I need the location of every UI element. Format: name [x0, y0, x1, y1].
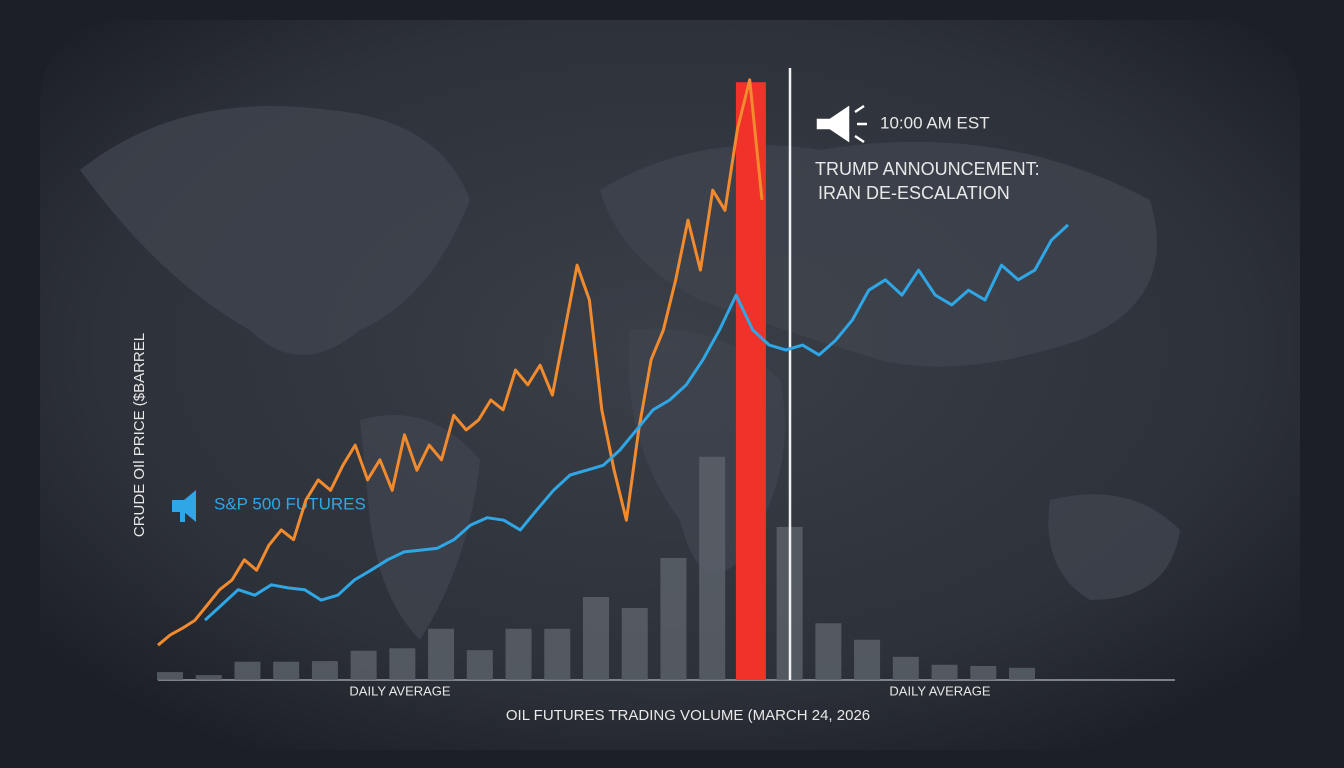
- bar: [505, 628, 532, 680]
- bar: [621, 608, 648, 680]
- bar: [735, 82, 766, 680]
- megaphone-icon: [172, 490, 196, 522]
- bar: [854, 639, 881, 680]
- bar: [195, 675, 222, 680]
- bar: [389, 648, 416, 680]
- line: [203, 223, 1070, 622]
- bar: [1009, 667, 1035, 680]
- y-axis-label: CRUDE OIl PRICE ($BARREL: [131, 333, 148, 537]
- bar: [544, 628, 571, 680]
- bar: [815, 623, 842, 680]
- bar: [466, 650, 493, 680]
- bar: [428, 628, 455, 680]
- annotation: DAILY AVERAGE: [889, 683, 990, 698]
- bar: [583, 597, 609, 680]
- bar: [311, 661, 338, 680]
- bar: [234, 661, 261, 680]
- bar: [660, 558, 687, 680]
- bar: [931, 664, 958, 680]
- bar: [892, 656, 919, 680]
- annotation: TRUMP ANNOUNCEMENT:: [815, 159, 1040, 179]
- legend-label: S&P 500 FUTURES: [214, 494, 366, 513]
- line: [157, 78, 764, 647]
- bar: [699, 456, 726, 680]
- annotation: 10:00 AM EST: [880, 113, 990, 132]
- annotation: IRAN DE-ESCALATION: [818, 183, 1010, 203]
- megaphone-icon: [816, 104, 867, 144]
- annotation: DAILY AVERAGE: [349, 683, 450, 698]
- bar: [350, 650, 377, 680]
- chart-title: OIL FUTURES TRADING VOLUME (MARCH 24, 20…: [506, 707, 870, 724]
- bar: [157, 672, 183, 680]
- bar: [273, 661, 300, 680]
- bar: [970, 665, 997, 680]
